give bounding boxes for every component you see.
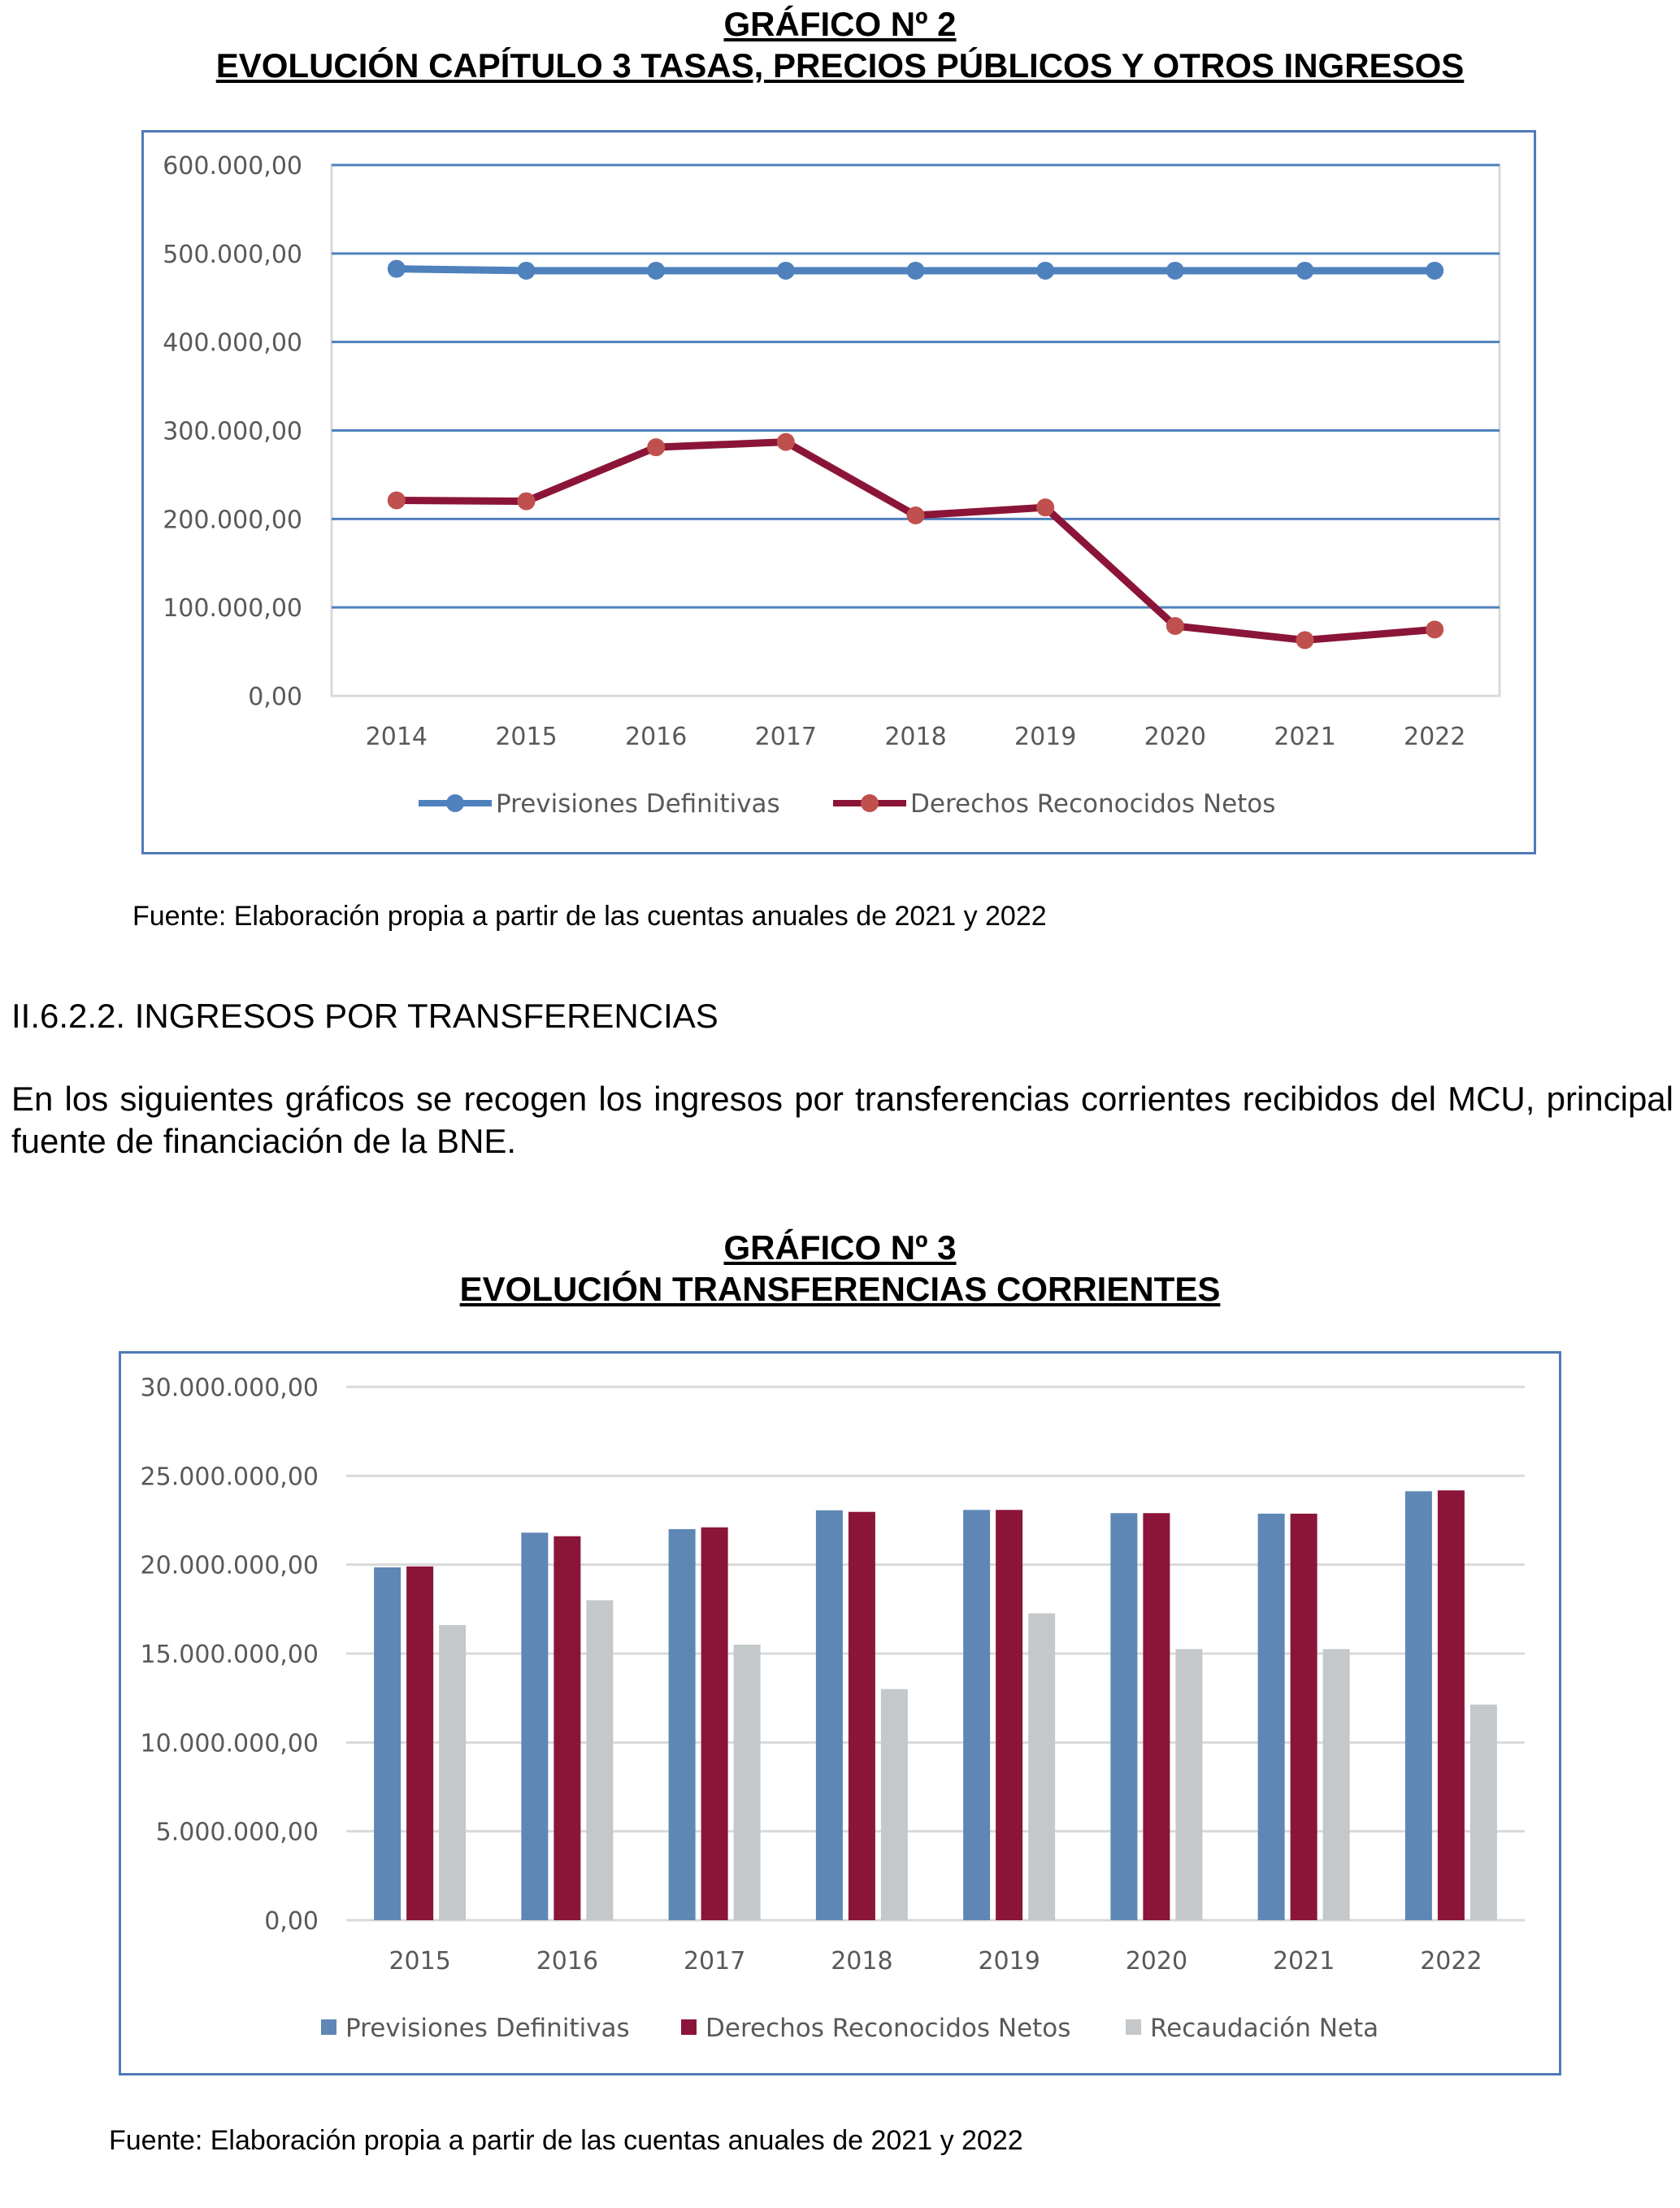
chart1-title: GRÁFICO Nº 2 xyxy=(723,5,957,43)
bar xyxy=(1143,1513,1170,1920)
data-point xyxy=(387,259,406,278)
legend-label: Previsiones Definitivas xyxy=(345,2014,630,2043)
bar xyxy=(1437,1490,1465,1920)
x-tick-label: 2017 xyxy=(755,723,817,751)
x-tick-label: 2020 xyxy=(1144,723,1206,751)
x-tick-label: 2020 xyxy=(1126,1947,1187,1975)
legend-swatch xyxy=(321,2019,336,2035)
y-tick-label: 0,00 xyxy=(264,1907,319,1936)
bar xyxy=(521,1532,549,1920)
section-heading: II.6.2.2. INGRESOS POR TRANSFERENCIAS xyxy=(11,997,718,1035)
x-tick-label: 2018 xyxy=(884,723,946,751)
chart1-frame xyxy=(141,130,1536,854)
data-point xyxy=(647,261,666,280)
source-note-2: Fuente: Elaboración propia a partir de l… xyxy=(109,2125,1023,2156)
legend-marker xyxy=(446,794,464,812)
bar xyxy=(374,1567,402,1920)
x-tick-label: 2015 xyxy=(495,723,557,751)
x-tick-label: 2016 xyxy=(625,723,687,751)
data-point xyxy=(647,438,666,457)
y-tick-label: 600.000,00 xyxy=(163,152,302,180)
x-tick-label: 2014 xyxy=(366,723,428,751)
x-tick-label: 2021 xyxy=(1274,723,1335,751)
bar xyxy=(1469,1704,1497,1920)
bar xyxy=(586,1600,614,1920)
legend-label: Previsiones Definitivas xyxy=(496,789,780,819)
bar xyxy=(848,1511,875,1920)
bar xyxy=(439,1625,467,1920)
data-point xyxy=(1166,261,1184,280)
bar xyxy=(1257,1513,1285,1920)
data-point xyxy=(776,261,795,280)
y-tick-label: 500.000,00 xyxy=(163,241,302,269)
legend-marker xyxy=(861,794,879,812)
chart2-subtitle: EVOLUCIÓN TRANSFERENCIAS CORRIENTES xyxy=(459,1270,1221,1308)
data-point xyxy=(517,492,536,511)
data-point xyxy=(776,432,795,451)
x-tick-label: 2022 xyxy=(1420,1947,1482,1975)
bar xyxy=(815,1510,843,1920)
bar xyxy=(406,1566,434,1920)
x-tick-label: 2018 xyxy=(831,1947,892,1975)
chart2-title: GRÁFICO Nº 3 xyxy=(723,1228,957,1267)
bar xyxy=(733,1645,761,1920)
chart1-svg: 0,00 100.000,00 200.000,00 300.000,00 400.00… xyxy=(163,152,1501,819)
legend-label: Derechos Reconocidos Netos xyxy=(910,789,1275,819)
chart2-frame xyxy=(119,1351,1561,2075)
legend-swatch xyxy=(681,2019,697,2035)
legend-swatch xyxy=(1126,2019,1141,2035)
legend-label: Derechos Reconocidos Netos xyxy=(705,2014,1070,2043)
bar xyxy=(1290,1513,1318,1920)
bar xyxy=(1175,1649,1203,1920)
y-tick-label: 25.000.000,00 xyxy=(141,1463,319,1491)
body-paragraph: En los siguientes gráficos se recogen lo… xyxy=(11,1080,1673,1160)
x-tick-label: 2017 xyxy=(684,1947,745,1975)
data-point xyxy=(387,491,406,510)
y-tick-label: 0,00 xyxy=(248,683,302,711)
y-tick-label: 10.000.000,00 xyxy=(141,1729,319,1758)
data-point xyxy=(1036,498,1055,517)
bar xyxy=(553,1536,581,1920)
data-point xyxy=(1166,617,1184,636)
data-point xyxy=(1296,261,1314,280)
data-point xyxy=(906,261,925,280)
y-tick-label: 15.000.000,00 xyxy=(141,1641,319,1669)
chart1-subtitle: EVOLUCIÓN CAPÍTULO 3 TASAS, PRECIOS PÚBL… xyxy=(215,46,1465,85)
data-point xyxy=(1426,261,1444,280)
y-tick-label: 300.000,00 xyxy=(163,418,302,446)
data-point xyxy=(1036,261,1055,280)
bar xyxy=(996,1510,1023,1920)
data-point xyxy=(1426,620,1444,639)
x-tick-label: 2021 xyxy=(1273,1947,1335,1975)
y-tick-label: 5.000.000,00 xyxy=(156,1819,319,1847)
y-tick-label: 200.000,00 xyxy=(163,506,302,534)
x-tick-label: 2019 xyxy=(1014,723,1076,751)
data-point xyxy=(1296,631,1314,650)
bar xyxy=(1028,1613,1056,1920)
bar xyxy=(963,1510,991,1920)
bar xyxy=(1322,1649,1350,1920)
bar xyxy=(1404,1491,1432,1920)
x-tick-label: 2022 xyxy=(1404,723,1465,751)
y-tick-label: 100.000,00 xyxy=(163,594,302,623)
y-tick-label: 30.000.000,00 xyxy=(141,1374,319,1402)
bar xyxy=(668,1528,696,1920)
data-point xyxy=(517,261,536,280)
y-tick-label: 400.000,00 xyxy=(163,329,302,358)
bar xyxy=(880,1689,908,1920)
x-tick-label: 2015 xyxy=(389,1947,450,1975)
source-note-1: Fuente: Elaboración propia a partir de l… xyxy=(132,901,1047,932)
bar xyxy=(701,1527,728,1920)
legend-label: Recaudación Neta xyxy=(1150,2014,1378,2043)
x-tick-label: 2016 xyxy=(536,1947,598,1975)
y-tick-label: 20.000.000,00 xyxy=(141,1552,319,1580)
data-point xyxy=(906,506,925,524)
bar xyxy=(1110,1513,1138,1920)
x-tick-label: 2019 xyxy=(978,1947,1040,1975)
